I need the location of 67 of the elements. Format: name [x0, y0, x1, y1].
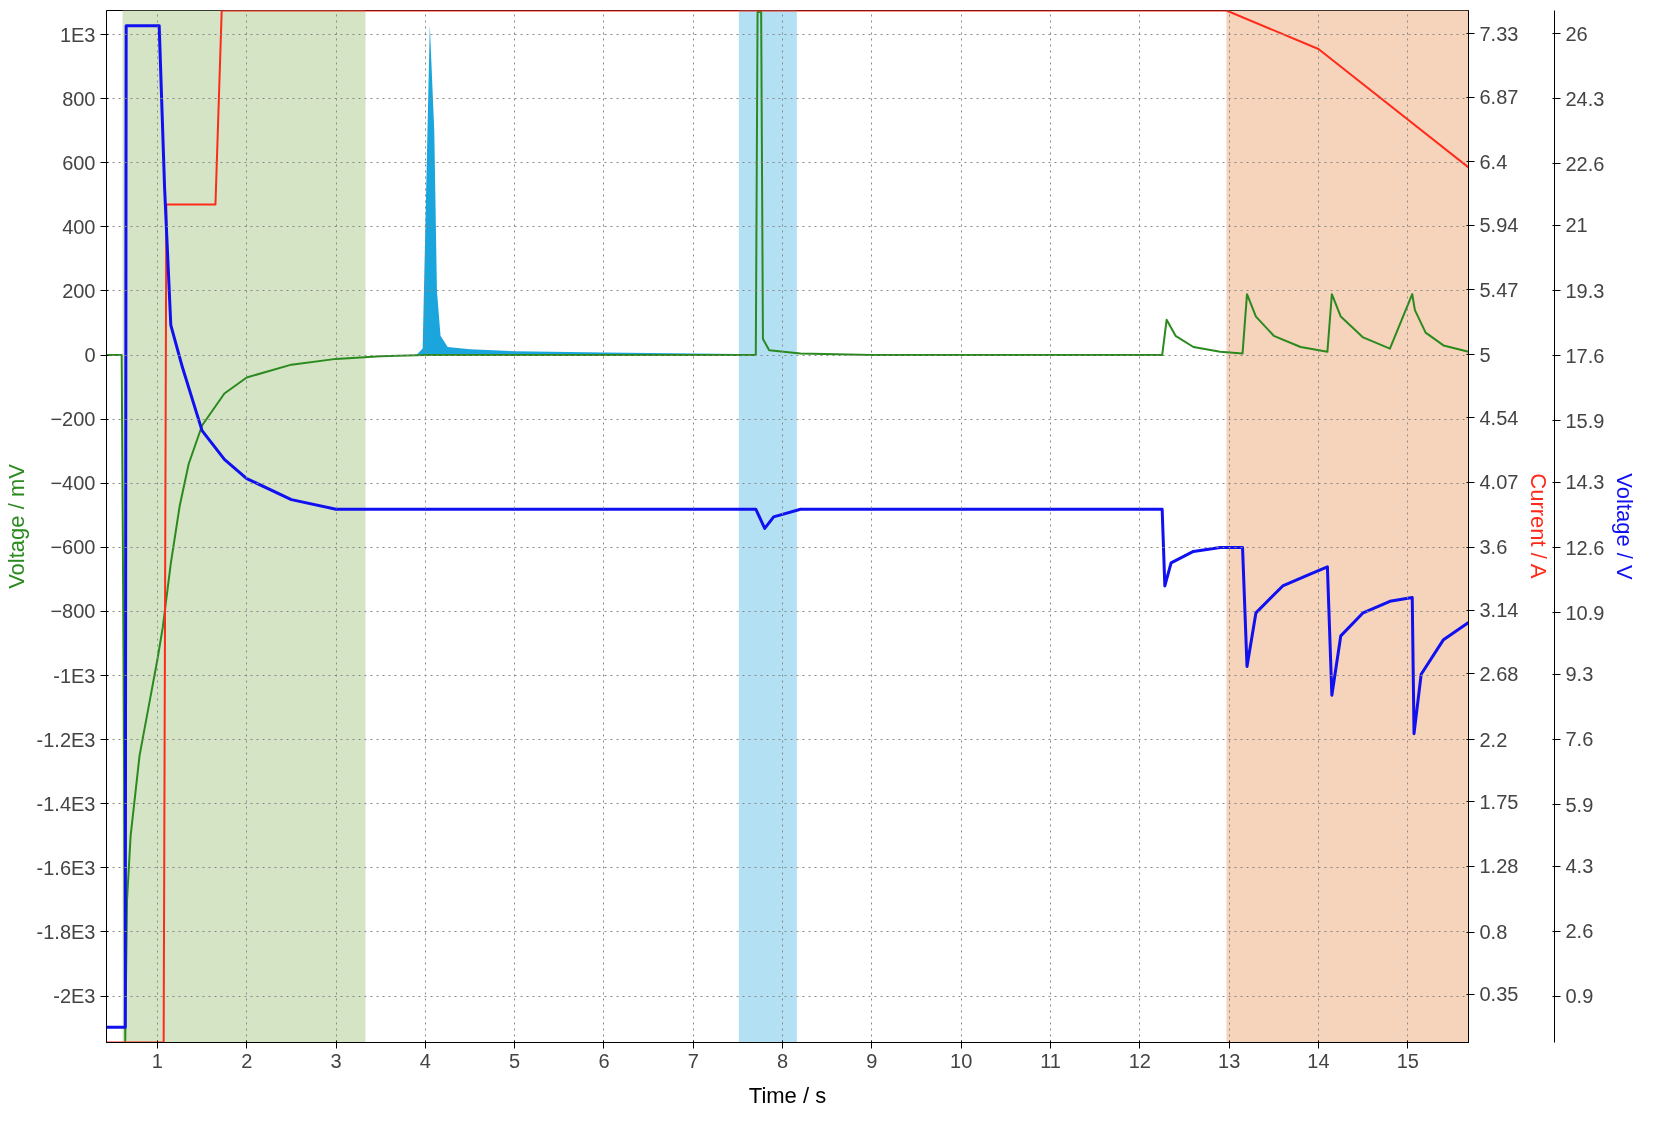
x-tick-label: 1 — [151, 1049, 163, 1072]
y2-tick-label: 5 — [1479, 343, 1491, 366]
y2-tick-label: 4.07 — [1479, 471, 1519, 494]
y3-tick-label: 19.3 — [1565, 279, 1605, 302]
y-tick-label: −600 — [50, 536, 96, 559]
y-tick-label: 200 — [62, 279, 96, 302]
x-tick-label: 9 — [866, 1049, 878, 1072]
y3-axis-title: Voltage / V — [1612, 473, 1638, 581]
y3-tick-label: 10.9 — [1565, 601, 1605, 624]
y2-tick-label: 5.47 — [1479, 278, 1519, 301]
y2-tick-label: 0.35 — [1479, 983, 1519, 1006]
y3-tick-label: 22.6 — [1565, 152, 1605, 175]
x-tick-label: 5 — [509, 1049, 521, 1072]
y-tick-label: -1.2E3 — [36, 728, 96, 751]
y-tick-label: -1.6E3 — [36, 856, 96, 879]
y3-tick-label: 26 — [1565, 22, 1588, 45]
y3-tick-label: 21 — [1565, 214, 1588, 237]
x-tick-label: 4 — [419, 1049, 431, 1072]
y-tick-label: -1.8E3 — [36, 920, 96, 943]
x-tick-label: 3 — [330, 1049, 342, 1072]
y3-tick-label: 0.9 — [1565, 985, 1594, 1008]
y-tick-label: 0 — [84, 344, 96, 367]
y3-tick-label: 9.3 — [1565, 663, 1594, 686]
x-tick-label: 15 — [1396, 1049, 1419, 1072]
y-tick-label: -2E3 — [53, 985, 96, 1008]
y2-tick-label: 6.4 — [1479, 150, 1508, 173]
x-tick-label: 13 — [1218, 1049, 1241, 1072]
y2-axis-title: Current / A — [1526, 473, 1552, 579]
y-tick-label: -1E3 — [53, 664, 96, 687]
x-tick-label: 14 — [1307, 1049, 1330, 1072]
y-tick-label: 600 — [62, 151, 96, 174]
x-tick-label: 7 — [687, 1049, 699, 1072]
y3-tick-label: 15.9 — [1565, 410, 1605, 432]
y2-tick-label: 3.6 — [1479, 536, 1508, 559]
y-tick-label: 800 — [62, 87, 96, 110]
x-tick-label: 2 — [241, 1049, 253, 1072]
y3-tick-label: 2.6 — [1565, 920, 1594, 943]
y3-tick-label: 7.6 — [1565, 728, 1594, 751]
y2-tick-label: 4.54 — [1479, 406, 1519, 429]
x-tick-label: 12 — [1128, 1049, 1151, 1072]
y2-tick-label: 2.2 — [1479, 728, 1508, 751]
y2-tick-label: 5.94 — [1479, 214, 1519, 237]
y-axis-title: Voltage / mV — [3, 463, 29, 589]
y2-tick-label: 6.87 — [1479, 86, 1519, 109]
y-tick-label: 400 — [62, 215, 96, 238]
x-axis-title: Time / s — [748, 1082, 827, 1108]
y-tick-label: −200 — [50, 408, 96, 431]
y3-tick-label: 17.6 — [1565, 344, 1605, 367]
x-tick-label: 8 — [777, 1049, 789, 1072]
y3-tick-label: 14.3 — [1565, 471, 1605, 494]
x-tick-label: 10 — [950, 1049, 973, 1072]
y2-tick-label: 1.75 — [1479, 790, 1519, 813]
y2-tick-label: 7.33 — [1479, 22, 1519, 45]
x-tick-label: 11 — [1040, 1049, 1061, 1072]
y3-tick-label: 5.9 — [1565, 793, 1594, 816]
y2-tick-label: 3.14 — [1479, 599, 1519, 622]
y2-tick-label: 0.8 — [1479, 921, 1508, 944]
y-tick-label: −800 — [50, 600, 96, 623]
y3-tick-label: 12.6 — [1565, 536, 1605, 559]
y3-tick-label: 4.3 — [1565, 855, 1594, 878]
y-tick-label: 1E3 — [59, 23, 96, 46]
y2-tick-label: 2.68 — [1479, 662, 1519, 685]
y2-tick-label: 1.28 — [1479, 855, 1519, 878]
y3-tick-label: 24.3 — [1565, 87, 1605, 110]
y-tick-label: -1.4E3 — [36, 792, 96, 815]
x-tick-label: 6 — [598, 1049, 610, 1072]
y-tick-label: −400 — [50, 472, 96, 495]
